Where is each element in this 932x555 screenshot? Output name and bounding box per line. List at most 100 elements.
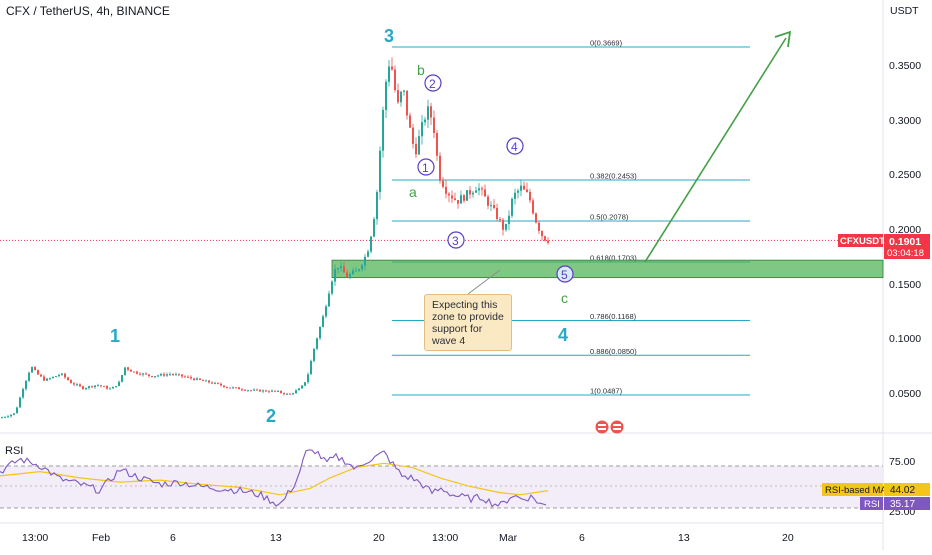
earnings-flag-icon[interactable]: [610, 420, 624, 434]
candle-body: [124, 367, 126, 376]
time-tick: 6: [579, 532, 585, 544]
candle-body: [514, 192, 516, 199]
candle-body: [46, 378, 48, 381]
candle-body: [70, 380, 72, 384]
candle-body: [37, 370, 39, 375]
candle-body: [343, 266, 345, 273]
wave-label-1: 1: [110, 326, 120, 346]
candle-body: [520, 185, 522, 191]
candle-body: [391, 66, 393, 70]
svg-text:3: 3: [452, 234, 459, 248]
candle-body: [511, 198, 513, 216]
wave-label-b: b: [417, 62, 425, 78]
candle-body: [154, 376, 156, 378]
candle-body: [166, 374, 168, 376]
candle-body: [133, 371, 135, 373]
candle-body: [535, 213, 537, 223]
candle-body: [457, 200, 459, 204]
wave-label-3: 3: [384, 26, 394, 46]
support-zone-rect[interactable]: [331, 259, 884, 279]
price-tick: 0.2000: [889, 224, 921, 236]
annotation-note[interactable]: Expecting this zone to provide support f…: [424, 294, 512, 351]
rsi-tag: [860, 497, 883, 510]
candle-body: [58, 374, 60, 377]
candle-body: [268, 391, 270, 393]
candle-body: [547, 240, 549, 243]
flag-icons[interactable]: [595, 420, 624, 434]
candle-body: [379, 150, 381, 193]
candle-body: [151, 375, 153, 378]
support-zone[interactable]: [331, 259, 884, 279]
candle-body: [187, 376, 189, 378]
candle-body: [106, 386, 108, 389]
candle-body: [118, 381, 120, 387]
candle-body: [88, 386, 90, 389]
candle-body: [265, 390, 267, 392]
time-tick: 13: [678, 532, 690, 544]
wave-label-c: c: [561, 290, 568, 306]
ticker-tag-label: CFXUSDT: [840, 236, 885, 247]
candle-body: [193, 378, 195, 381]
candle-body: [532, 200, 534, 214]
candle-body: [517, 190, 519, 193]
rsi-band: [0, 466, 883, 508]
candle-body: [295, 390, 297, 394]
circled-label-4: 4: [506, 137, 524, 155]
candle-body: [397, 90, 399, 103]
rsi-ma-value-tag: [884, 483, 930, 496]
candle-body: [76, 384, 78, 386]
rsi-tick: 75.00: [889, 456, 915, 468]
candle-body: [436, 132, 438, 156]
candle-body: [523, 185, 525, 190]
rsi-value-tag: [884, 497, 930, 510]
svg-text:2: 2: [429, 77, 436, 91]
candle-body: [301, 385, 303, 389]
candle-body: [328, 293, 330, 307]
candle-body: [259, 389, 261, 392]
candle-body: [307, 374, 309, 383]
candle-body: [16, 407, 18, 414]
candle-body: [100, 385, 102, 387]
candle-body: [316, 338, 318, 349]
candle-body: [424, 119, 426, 123]
candle-body: [502, 219, 504, 230]
candle-body: [148, 374, 150, 376]
candle-body: [145, 373, 147, 375]
candle-body: [475, 190, 477, 193]
candle-body: [10, 414, 12, 417]
candle-body: [103, 386, 105, 388]
candle-body: [310, 360, 312, 375]
candle-body: [427, 106, 429, 120]
rsi-lines: [0, 449, 549, 508]
candle-body: [136, 371, 138, 374]
candle-body: [211, 382, 213, 384]
fib-level-label: 0.382(0.2453): [590, 171, 637, 180]
price-axis[interactable]: 0.3500 0.3000 0.2500 0.2000 0.1500 0.100…: [889, 60, 921, 400]
price-tick: 0.3000: [889, 115, 921, 127]
dividend-flag-icon[interactable]: [595, 420, 609, 434]
candle-body: [442, 180, 444, 187]
candle-body: [112, 386, 114, 389]
fib-level-label: 1(0.0487): [590, 387, 623, 396]
fib-level-label: 0(0.3669): [590, 39, 623, 48]
candle-body: [403, 90, 405, 92]
candle-body: [460, 195, 462, 204]
candle-body: [43, 376, 45, 381]
projection-arrow[interactable]: [644, 30, 792, 263]
candle-body: [541, 230, 543, 237]
candle-body: [229, 387, 231, 389]
candle-body: [163, 373, 165, 376]
candle-body: [544, 236, 546, 241]
time-axis[interactable]: 13:00 Feb 6 13 20 13:00 Mar 6 13 20: [22, 532, 794, 544]
candle-body: [82, 386, 84, 390]
candle-body: [367, 251, 369, 257]
candle-body: [340, 266, 342, 268]
last-price-value: 0.1901: [889, 236, 921, 248]
candle-body: [94, 385, 96, 388]
candle-body: [298, 388, 300, 391]
candle-body: [205, 380, 207, 382]
price-tick: 0.0500: [889, 388, 921, 400]
annotation-connector: [467, 269, 501, 295]
candle-body: [208, 380, 210, 383]
